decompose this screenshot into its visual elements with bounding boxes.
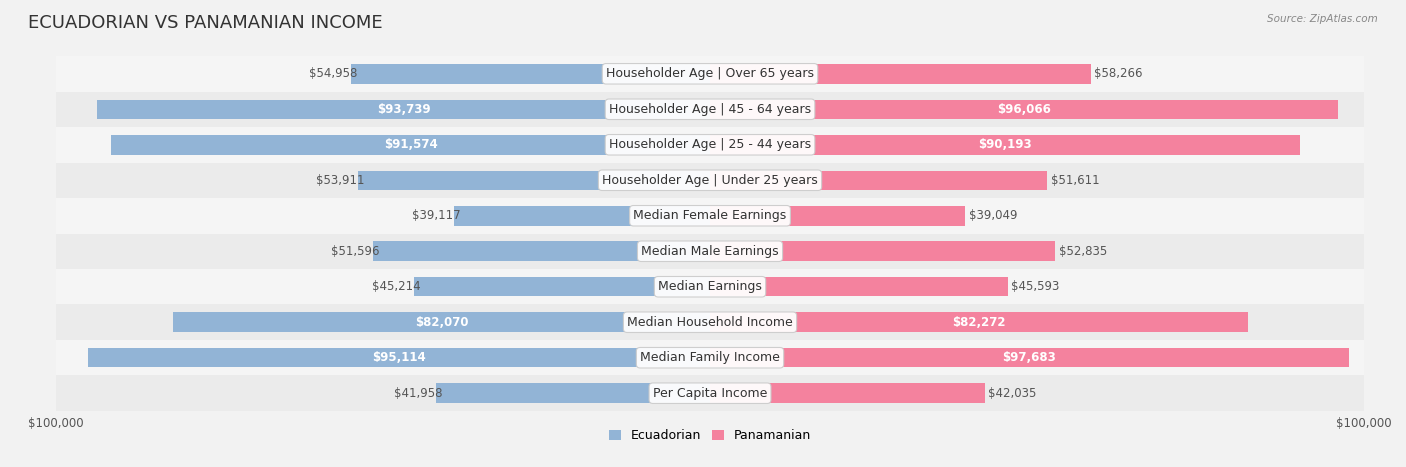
Text: Householder Age | Under 25 years: Householder Age | Under 25 years — [602, 174, 818, 187]
Text: $95,114: $95,114 — [373, 351, 426, 364]
Bar — [56, 269, 1364, 304]
Bar — [56, 163, 1364, 198]
Bar — [710, 99, 1339, 119]
Bar — [415, 277, 710, 297]
Text: $90,193: $90,193 — [979, 138, 1032, 151]
Text: $82,070: $82,070 — [415, 316, 468, 329]
Text: $51,611: $51,611 — [1050, 174, 1099, 187]
Text: Median Family Income: Median Family Income — [640, 351, 780, 364]
Bar — [710, 170, 1047, 190]
Legend: Ecuadorian, Panamanian: Ecuadorian, Panamanian — [603, 425, 817, 447]
Bar — [56, 198, 1364, 234]
Bar — [56, 304, 1364, 340]
Bar — [710, 206, 966, 226]
Text: Per Capita Income: Per Capita Income — [652, 387, 768, 400]
Text: Median Household Income: Median Household Income — [627, 316, 793, 329]
Text: $45,593: $45,593 — [1011, 280, 1060, 293]
Text: $45,214: $45,214 — [373, 280, 420, 293]
Text: $42,035: $42,035 — [988, 387, 1036, 400]
Text: $93,739: $93,739 — [377, 103, 430, 116]
Text: Median Earnings: Median Earnings — [658, 280, 762, 293]
Bar — [97, 99, 710, 119]
Text: $58,266: $58,266 — [1094, 67, 1143, 80]
Bar — [710, 277, 1008, 297]
Bar — [56, 92, 1364, 127]
Bar — [56, 127, 1364, 163]
Text: $52,835: $52,835 — [1059, 245, 1107, 258]
Bar — [710, 241, 1056, 261]
Text: $53,911: $53,911 — [315, 174, 364, 187]
Text: $96,066: $96,066 — [997, 103, 1052, 116]
Text: $82,272: $82,272 — [952, 316, 1005, 329]
Bar — [173, 312, 710, 332]
Bar — [89, 348, 710, 368]
Text: $97,683: $97,683 — [1002, 351, 1056, 364]
Text: $39,117: $39,117 — [412, 209, 461, 222]
Bar — [710, 64, 1091, 84]
Text: $91,574: $91,574 — [384, 138, 437, 151]
Text: $39,049: $39,049 — [969, 209, 1017, 222]
Bar — [710, 135, 1299, 155]
Bar — [710, 312, 1249, 332]
Bar — [56, 56, 1364, 92]
Bar — [373, 241, 710, 261]
Text: Householder Age | 45 - 64 years: Householder Age | 45 - 64 years — [609, 103, 811, 116]
Text: Median Male Earnings: Median Male Earnings — [641, 245, 779, 258]
Text: Householder Age | Over 65 years: Householder Age | Over 65 years — [606, 67, 814, 80]
Bar — [710, 383, 984, 403]
Bar — [710, 348, 1348, 368]
Text: $54,958: $54,958 — [309, 67, 357, 80]
Bar — [454, 206, 710, 226]
Bar — [56, 340, 1364, 375]
Text: $41,958: $41,958 — [394, 387, 443, 400]
Text: Householder Age | 25 - 44 years: Householder Age | 25 - 44 years — [609, 138, 811, 151]
Bar — [357, 170, 710, 190]
Bar — [56, 375, 1364, 411]
Text: Source: ZipAtlas.com: Source: ZipAtlas.com — [1267, 14, 1378, 24]
Text: ECUADORIAN VS PANAMANIAN INCOME: ECUADORIAN VS PANAMANIAN INCOME — [28, 14, 382, 32]
Bar — [111, 135, 710, 155]
Bar — [436, 383, 710, 403]
Text: Median Female Earnings: Median Female Earnings — [634, 209, 786, 222]
Text: $51,596: $51,596 — [330, 245, 380, 258]
Bar — [56, 234, 1364, 269]
Bar — [350, 64, 710, 84]
